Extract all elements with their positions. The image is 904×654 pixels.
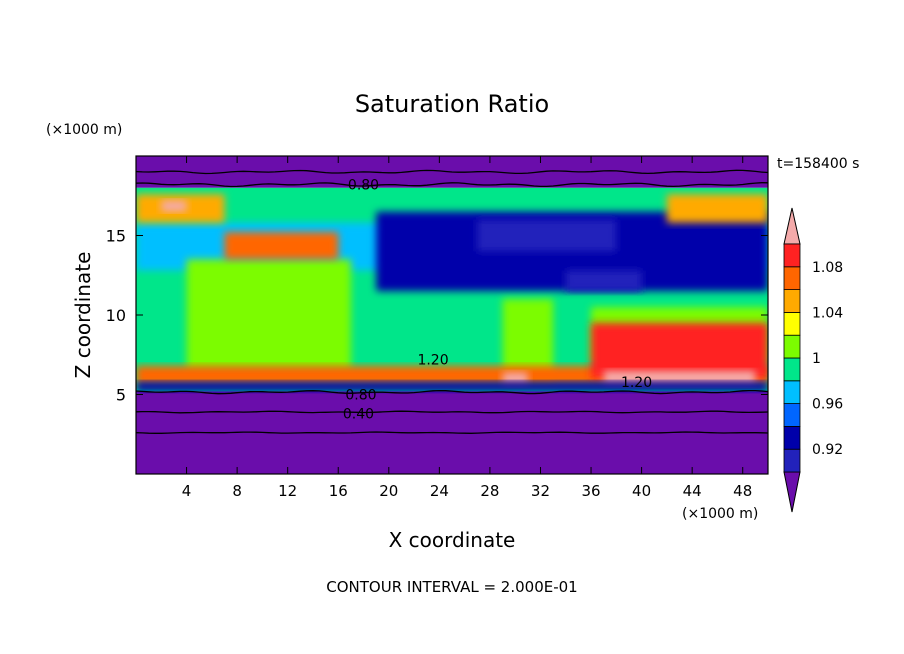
- colorbar-bin: [783, 357, 801, 382]
- y-axis-label: Z coordinate: [71, 252, 95, 379]
- y-tick-label: 10: [106, 306, 126, 325]
- x-tick-label: 48: [733, 482, 752, 500]
- contour-labels: 0.80 0.80 0.40 1.20 1.20: [343, 178, 652, 423]
- field-region: [565, 270, 642, 292]
- contour-label: 1.20: [417, 353, 448, 369]
- contour-label: 0.80: [345, 388, 376, 404]
- contour-line: [136, 389, 768, 395]
- field-region: [477, 219, 617, 252]
- colorbar-bin: [783, 334, 801, 359]
- contour-line: [136, 169, 768, 175]
- x-tick-label: 36: [581, 482, 600, 500]
- x-axis-label: X coordinate: [389, 528, 516, 552]
- contour-interval-footer: CONTOUR INTERVAL = 2.000E-01: [326, 578, 577, 596]
- field-region: [591, 322, 768, 379]
- colorbar-tick-label: 0.96: [812, 397, 843, 413]
- colorbar-tick-label: 1.08: [812, 260, 843, 276]
- contour-line: [136, 410, 768, 414]
- colorbar-bin: [783, 425, 801, 450]
- x-tick-label: 28: [480, 482, 499, 500]
- x-tick-label: 32: [531, 482, 550, 500]
- contour-lines: [136, 169, 768, 434]
- field-region: [666, 194, 768, 223]
- time-label: t=158400 s: [777, 156, 859, 172]
- contour-line: [136, 431, 768, 434]
- colorbar-bin: [783, 311, 801, 336]
- contour-label: 1.20: [621, 375, 652, 391]
- contour-label: 0.80: [348, 178, 379, 194]
- field-region: [136, 381, 768, 392]
- contour-line: [136, 182, 768, 188]
- x-tick-label: 16: [329, 482, 348, 500]
- colorbar-bin: [783, 448, 801, 473]
- x-tick-label: 40: [632, 482, 651, 500]
- field-regions: [136, 156, 768, 474]
- field-region: [224, 232, 339, 260]
- x-tick-label: 24: [430, 482, 449, 500]
- x-tick-label: 4: [182, 482, 192, 500]
- colorbar-tick-label: 0.92: [812, 442, 843, 458]
- field-region: [161, 200, 187, 212]
- colorbar: 0.92 0.96 1 1.04 1.08: [783, 207, 843, 513]
- colorbar-over-triangle: [783, 207, 801, 245]
- plot-area: [136, 156, 768, 474]
- colorbar-bin: [783, 380, 801, 404]
- y-tick-label: 15: [106, 227, 126, 246]
- y-ticks: 5 10 15: [106, 227, 768, 405]
- colorbar-under-triangle: [783, 471, 801, 513]
- contour-label: 0.40: [343, 407, 374, 423]
- chart-title: Saturation Ratio: [355, 90, 549, 118]
- colorbar-bin: [783, 403, 801, 427]
- x-tick-label: 20: [379, 482, 398, 500]
- colorbar-tick-label: 1: [812, 351, 821, 367]
- colorbar-bin: [783, 266, 801, 290]
- colorbar-bin: [783, 289, 801, 313]
- x-tick-label: 8: [232, 482, 242, 500]
- y-axis-unit: (×1000 m): [46, 122, 122, 138]
- field-region: [603, 370, 756, 385]
- colorbar-tick-label: 1.04: [812, 305, 843, 321]
- x-axis-unit: (×1000 m): [682, 506, 758, 522]
- x-tick-label: 12: [278, 482, 297, 500]
- x-ticks: 4 8 12 16 20 24 28 32 36 40 44 48: [182, 156, 752, 500]
- x-tick-label: 44: [683, 482, 702, 500]
- y-tick-label: 5: [116, 386, 126, 405]
- colorbar-bin: [783, 243, 801, 268]
- field-region: [186, 259, 351, 371]
